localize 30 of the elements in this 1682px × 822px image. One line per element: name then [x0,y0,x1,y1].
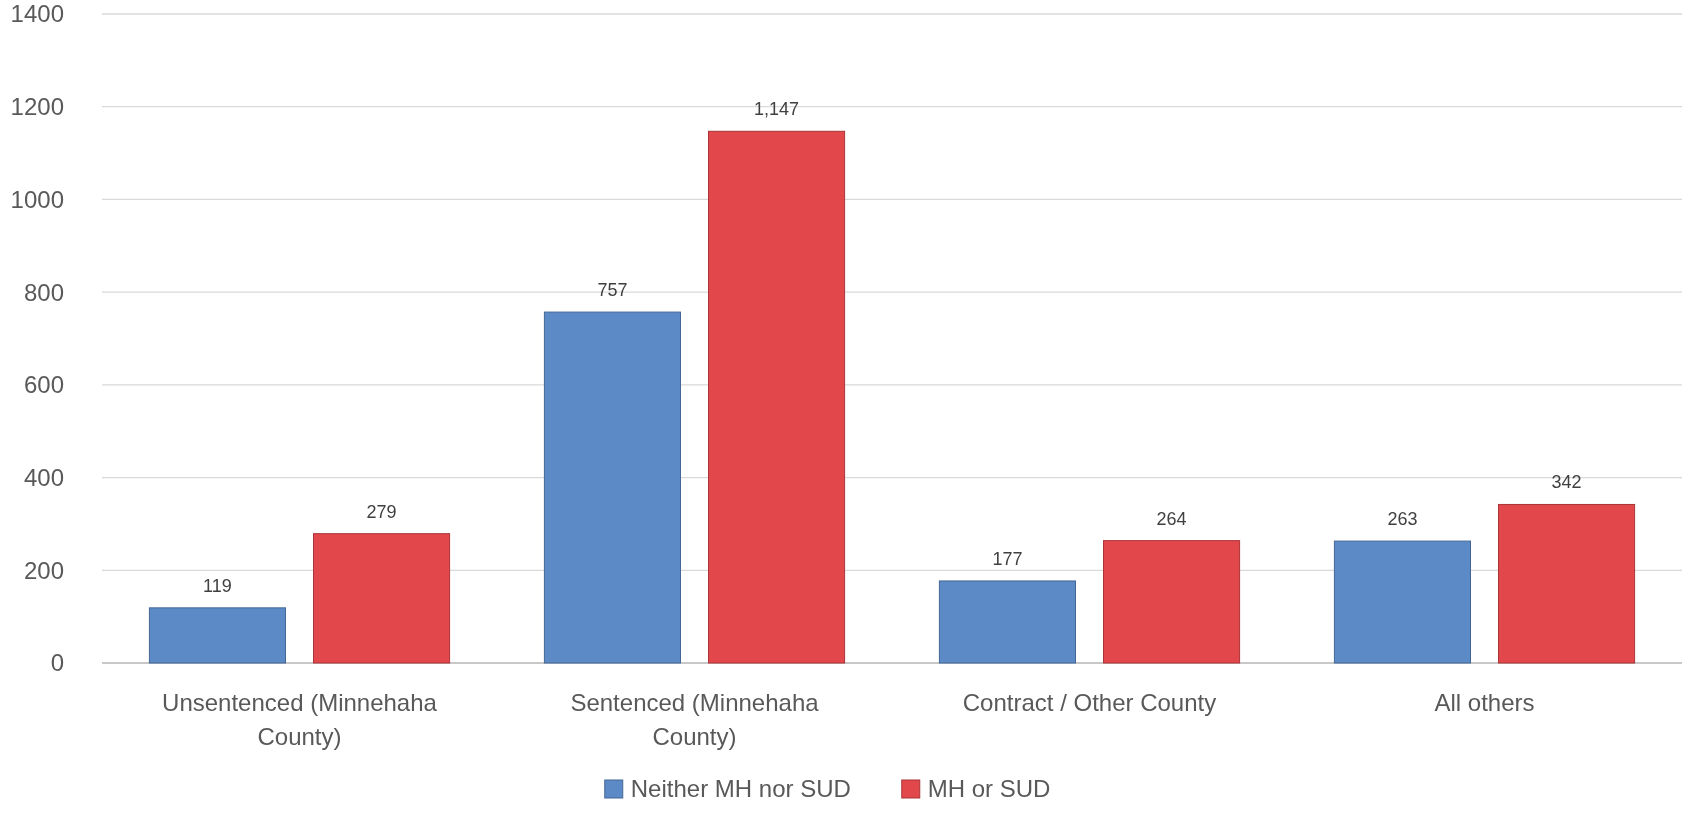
x-tick-label: All others [1434,689,1535,716]
bar [543,311,681,664]
y-tick-label: 1400 [10,0,64,28]
y-tick-label: 1000 [10,185,64,213]
data-label: 263 [1387,509,1418,530]
data-label: 342 [1551,472,1582,493]
y-tick-label: 1200 [10,93,64,121]
bar [1333,540,1471,664]
legend-label: MH or SUD [927,775,1051,803]
bar [938,580,1076,664]
data-label: 757 [597,280,628,301]
bar [1498,503,1636,664]
data-label: 279 [366,501,397,522]
data-label: 119 [203,575,232,596]
y-tick-label: 200 [23,556,64,584]
y-tick-label: 800 [23,278,64,306]
bar [313,533,451,664]
x-tick-label: Contract / Other County [962,689,1217,716]
y-tick-label: 400 [23,463,64,491]
y-tick-label: 600 [23,371,64,399]
data-label: 1,147 [754,99,800,120]
data-label: 264 [1156,508,1187,529]
bar [1103,540,1241,664]
x-tick-label: Sentenced (Minnehaha County) [570,689,820,750]
data-label: 177 [992,548,1023,569]
bar [148,607,286,664]
y-tick-label: 0 [50,649,64,677]
x-tick-label: Unsentenced (Minnehaha County) [162,689,438,750]
legend-label: Neither MH nor SUD [630,775,851,803]
bar [708,130,846,664]
